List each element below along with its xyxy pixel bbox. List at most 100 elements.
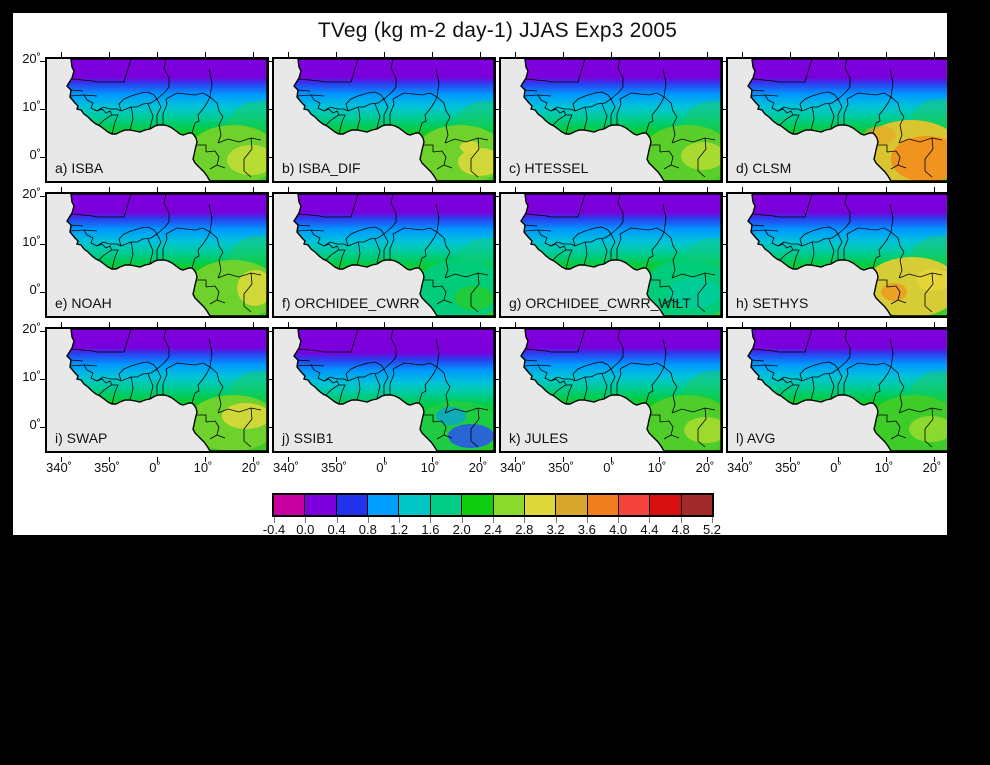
lat-tick-mark [494,379,499,381]
colorbar-tick-mark [555,517,557,523]
lon-tick-label: 20˚ [468,460,488,475]
map-panel-f: f) ORCHIDEE_CWRR [267,187,505,327]
lat-tick-label: 20˚ [22,186,41,201]
lon-tick-mark [61,322,63,327]
lon-tick-mark [838,52,840,57]
lon-tick-label: 0˚ [603,460,615,475]
panel-label-l: l) AVG [736,430,776,446]
colorbar-cell [523,495,556,515]
colorbar-tick-mark [493,517,494,523]
lon-tick-mark [742,187,744,192]
colorbar-tick-label: 4.8 [671,522,690,535]
lon-tick-mark [61,187,63,192]
panel-label-h: h) SETHYS [736,295,809,311]
lon-tick-mark [61,457,63,462]
map-b-svg [274,59,494,181]
coastline [747,194,947,316]
lon-tick-mark [563,322,565,327]
colorbar-cell [492,495,524,515]
lat-tick-mark [494,196,499,198]
colorbar-tick-label: 1.6 [421,522,440,535]
lon-tick-label: 350˚ [93,460,121,475]
lat-tick-mark [721,244,726,246]
colorbar-cell [429,495,462,515]
lon-tick-mark [288,322,290,327]
panel-label-c: c) HTESSEL [509,160,589,176]
lon-tick-label: 10˚ [420,460,440,475]
colorbar-cell [586,495,618,515]
map-l-svg [728,329,947,451]
coastline [66,59,267,181]
colorbar-tick-mark [367,517,369,523]
colorbar-tick-label: 2.8 [515,522,534,535]
colorbar-cell [398,495,430,515]
colorbar-cell [274,495,305,515]
colorbar-tick-label: 4.0 [609,522,628,535]
colorbar-cell [617,495,650,515]
lat-tick-mark [267,157,272,159]
lon-tick-mark [790,322,792,327]
map-i-svg [47,329,267,451]
lon-tick-mark [253,457,255,462]
lat-tick-label: 0˚ [29,282,41,297]
lon-tick-mark [563,457,565,462]
colorbar-tick-mark [586,517,588,523]
lat-tick-label: 20˚ [22,51,41,66]
map-panel-k: k) JULES [494,322,732,462]
lat-tick-mark [267,244,272,246]
panel-label-i: i) SWAP [55,430,108,446]
map-panel-c: c) HTESSEL [494,52,732,192]
lon-tick-mark [707,322,709,327]
lon-tick-mark [563,52,565,57]
lon-tick-label: 340˚ [499,460,527,475]
coastline [520,59,721,181]
coastline [293,194,494,316]
lat-tick-mark [267,109,272,111]
country-borders [296,194,489,313]
figure-title: TVeg (kg m-2 day-1) JJAS Exp3 2005 [317,19,678,42]
coastline [66,329,267,451]
lon-tick-label: 350˚ [320,460,348,475]
lon-tick-mark [432,52,434,57]
lon-tick-mark [61,52,63,57]
lon-tick-mark [253,187,255,192]
lat-tick-mark [40,379,45,381]
colorbar-cell [649,495,681,515]
lon-tick-mark [659,52,661,57]
lon-tick-label: 10˚ [874,460,894,475]
lat-tick-label: 10˚ [22,369,41,384]
lat-tick-mark [494,157,499,159]
lon-tick-label: 10˚ [193,460,213,475]
lon-tick-label: 0˚ [149,460,161,475]
lon-tick-mark [157,52,159,57]
lon-tick-mark [659,187,661,192]
map-g-svg [501,194,721,316]
lon-tick-mark [480,457,482,462]
lon-tick-mark [790,457,792,462]
lon-tick-mark [109,457,111,462]
lat-tick-mark [494,61,499,63]
lon-tick-label: 10˚ [647,460,667,475]
lon-tick-mark [253,322,255,327]
lon-tick-mark [336,322,338,327]
lat-tick-mark [40,196,45,198]
colorbar-tick-label: 3.2 [546,522,565,535]
country-borders [523,194,716,313]
lat-tick-mark [721,61,726,63]
colorbar-cell [680,495,713,515]
lon-tick-mark [515,322,517,327]
lat-tick-label: 10˚ [22,99,41,114]
map-panel-h: h) SETHYS [721,187,947,327]
lon-tick-mark [432,322,434,327]
lon-tick-label: 0˚ [376,460,388,475]
colorbar [272,493,714,517]
lat-tick-mark [40,331,45,333]
map-panel-b: b) ISBA_DIF [267,52,505,192]
colorbar-cell [461,495,493,515]
lon-tick-mark [288,52,290,57]
lon-tick-mark [480,322,482,327]
lat-tick-mark [40,244,45,246]
panel-label-a: a) ISBA [55,160,104,176]
lon-tick-mark [432,187,434,192]
country-borders [523,329,716,448]
